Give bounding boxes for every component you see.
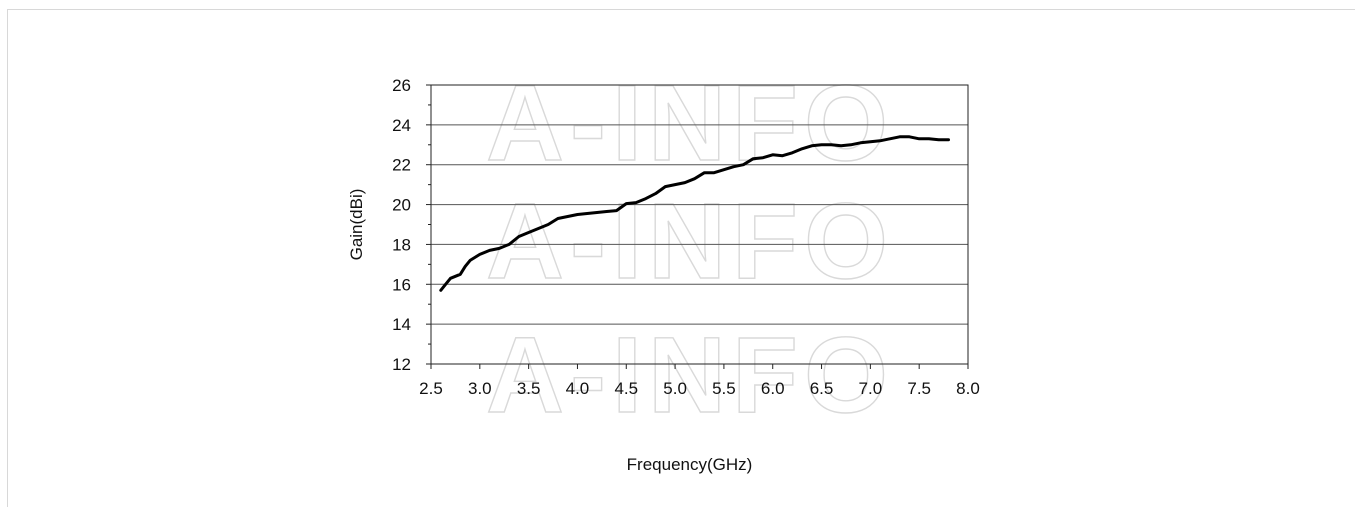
x-axis-label: Frequency(GHz) — [627, 455, 753, 474]
x-tick-label: 5.5 — [712, 379, 736, 398]
y-tick-label: 12 — [392, 355, 411, 374]
x-tick-label: 8.0 — [956, 379, 980, 398]
watermark-text-bottom: A-INFO — [486, 314, 894, 435]
x-tick-label: 4.5 — [614, 379, 638, 398]
y-axis-ticks: 12 14 16 18 20 22 24 26 — [392, 76, 431, 374]
x-axis-ticks: 2.5 3.0 3.5 4.0 4.5 5.0 5.5 6.0 6.5 7.0 7.5 8.0 — [419, 364, 980, 398]
watermark-text-middle: A-INFO — [486, 180, 894, 301]
y-tick-label: 26 — [392, 76, 411, 95]
y-tick-label: 14 — [392, 315, 411, 334]
y-tick-label: 24 — [392, 116, 411, 135]
grid-lines — [431, 124, 968, 325]
watermark-text-top: A-INFO — [486, 62, 894, 183]
figure-frame — [7, 9, 1355, 507]
y-tick-label: 16 — [392, 275, 411, 294]
x-tick-label: 7.5 — [907, 379, 931, 398]
x-tick-label: 3.0 — [468, 379, 492, 398]
y-tick-label: 18 — [392, 235, 411, 254]
x-tick-label: 5.0 — [663, 379, 687, 398]
x-tick-label: 7.0 — [859, 379, 883, 398]
x-tick-label: 6.0 — [761, 379, 785, 398]
y-tick-label: 20 — [392, 196, 411, 215]
y-tick-label: 22 — [392, 156, 411, 175]
x-tick-label: 6.5 — [810, 379, 834, 398]
gain-series-line — [439, 135, 950, 292]
x-tick-label: 3.5 — [517, 379, 541, 398]
x-tick-label: 2.5 — [419, 379, 443, 398]
x-tick-label: 4.0 — [566, 379, 590, 398]
y-axis-label: Gain(dBi) — [347, 189, 366, 261]
